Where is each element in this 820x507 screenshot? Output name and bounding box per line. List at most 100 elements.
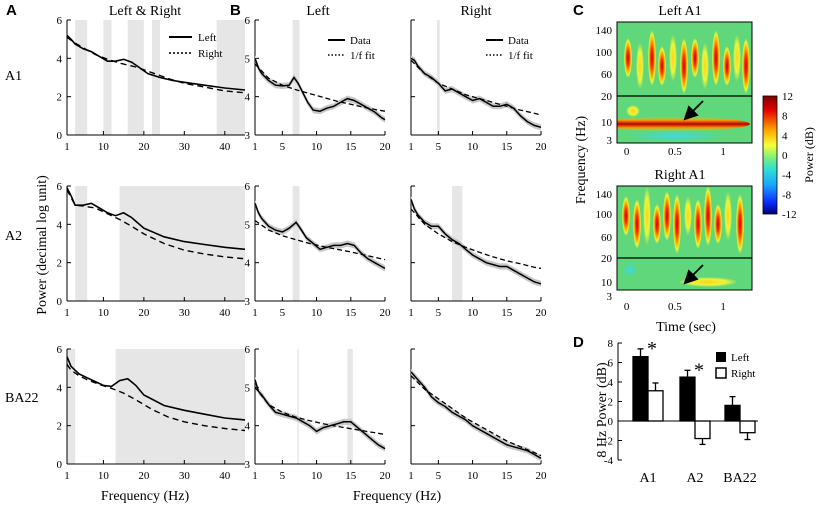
- error-band: [411, 55, 541, 131]
- y-tick-label: 6: [245, 15, 251, 27]
- x-tick-label: 1: [64, 141, 70, 153]
- x-tick-label: 10: [98, 470, 110, 482]
- bar-left: [724, 404, 741, 422]
- y-tick-label: 3: [607, 291, 613, 303]
- x-tick-label: 1: [408, 470, 414, 482]
- y-tick-label: 4: [608, 377, 614, 389]
- legend-fit-label: 1/f fit: [508, 50, 533, 62]
- y-tick-label: 6: [57, 181, 63, 193]
- significance-shading: [127, 20, 144, 135]
- y-tick-label: 4: [57, 53, 63, 65]
- y-tick-label: 140: [596, 25, 613, 37]
- bar-right: [647, 390, 664, 422]
- gamma-burst: [723, 46, 731, 86]
- gamma-burst: [684, 196, 692, 236]
- data-line: [254, 379, 386, 450]
- error-band: [255, 200, 385, 272]
- significance-shading: [115, 349, 245, 464]
- fit-line: [254, 386, 386, 436]
- gamma-burst: [736, 194, 744, 254]
- x-tick-label: 15: [501, 141, 513, 153]
- legend-right-label: Right: [731, 368, 755, 380]
- x-tick-label: 20: [380, 141, 392, 153]
- x-tick-label: 15: [501, 307, 513, 319]
- data-line: [410, 371, 542, 459]
- panel-a-x-label: Frequency (Hz): [101, 489, 190, 504]
- y-tick-label: 5: [245, 219, 251, 231]
- y-tick-label: 3: [245, 130, 251, 142]
- colorbar: [762, 95, 778, 215]
- x-tick-label: 30: [179, 470, 191, 482]
- x-tick-label: 40: [219, 141, 231, 153]
- gamma-burst: [694, 199, 702, 249]
- x-tick-label: 20: [536, 470, 548, 482]
- significance-shading: [437, 20, 440, 135]
- x-tick-label: 20: [536, 141, 548, 153]
- bar-right: [694, 420, 711, 440]
- gamma-burst: [704, 186, 712, 246]
- arrow-icon: [683, 264, 704, 285]
- x-tick-label: 10: [467, 470, 479, 482]
- fit-line: [254, 219, 386, 261]
- x-tick-label: 20: [138, 141, 150, 153]
- x-tick-label: 5: [280, 470, 286, 482]
- row-label-a1: A1: [5, 69, 22, 84]
- spectrogram-upper-activity: [624, 30, 750, 94]
- x-tick-label: 10: [311, 141, 323, 153]
- x-tick-label: 0: [624, 146, 630, 158]
- alpha-band-8hz: [617, 117, 750, 131]
- gamma-burst: [691, 38, 699, 78]
- y-tick-label: 3: [245, 296, 251, 308]
- x-tick-label: 10: [98, 307, 110, 319]
- low-power-region: [622, 263, 638, 277]
- legend-fit-label: 1/f fit: [350, 50, 375, 62]
- spectrogram-left-a1: [616, 21, 753, 144]
- y-tick-label: 2: [57, 421, 63, 433]
- category-label: A1: [639, 471, 656, 486]
- x-tick-label: 5: [436, 141, 442, 153]
- y-tick-label: 100: [596, 47, 613, 59]
- y-tick-label: 2: [608, 397, 614, 409]
- y-tick-label: 5: [245, 382, 251, 394]
- x-tick-label: 5: [436, 307, 442, 319]
- significance-asterisk: *: [647, 338, 657, 360]
- x-tick-label: 5: [280, 141, 286, 153]
- y-tick-label: 140: [596, 189, 613, 201]
- gamma-burst: [653, 204, 661, 244]
- x-tick-label: 15: [345, 141, 357, 153]
- y-tick-label: 10: [601, 117, 613, 129]
- legend-data-label: Data: [508, 35, 529, 47]
- x-tick-label: 15: [501, 470, 513, 482]
- y-tick-label: 4: [245, 421, 251, 433]
- legend-left-label: Left: [731, 352, 749, 364]
- row-label-a2: A2: [5, 229, 22, 244]
- x-tick-label: 30: [179, 141, 191, 153]
- y-tick-label: 60: [601, 69, 613, 81]
- y-tick-label: 5: [245, 53, 251, 65]
- y-tick-label: 6: [245, 181, 251, 193]
- panel-b-left-title: Left: [306, 4, 329, 19]
- panel-a-title: Left & Right: [109, 4, 181, 19]
- y-tick-label: 20: [601, 91, 613, 103]
- panel-a-y-label: Power (decimal log unit): [35, 175, 50, 315]
- colorbar-tick-label: 0: [782, 150, 788, 162]
- y-tick-label: 6: [245, 344, 251, 356]
- gamma-burst: [633, 199, 641, 249]
- colorbar-tick-label: 4: [782, 130, 788, 142]
- gamma-burst: [742, 38, 750, 94]
- panel-c-y-label: Frequency (Hz): [574, 116, 589, 205]
- x-tick-label: 30: [179, 307, 191, 319]
- y-tick-label: 6: [57, 344, 63, 356]
- error-band: [255, 55, 385, 123]
- legend-left-label: Left: [198, 32, 216, 44]
- panel-b-left-legend: Data 1/f fit: [328, 35, 375, 62]
- low-power-region: [625, 130, 725, 142]
- x-tick-label: 0: [624, 301, 630, 313]
- x-tick-label: 10: [98, 141, 110, 153]
- error-band: [411, 196, 541, 287]
- x-tick-label: 5: [280, 307, 286, 319]
- gamma-burst: [658, 46, 666, 86]
- low-freq-burst: [626, 105, 640, 117]
- fit-line: [410, 59, 542, 116]
